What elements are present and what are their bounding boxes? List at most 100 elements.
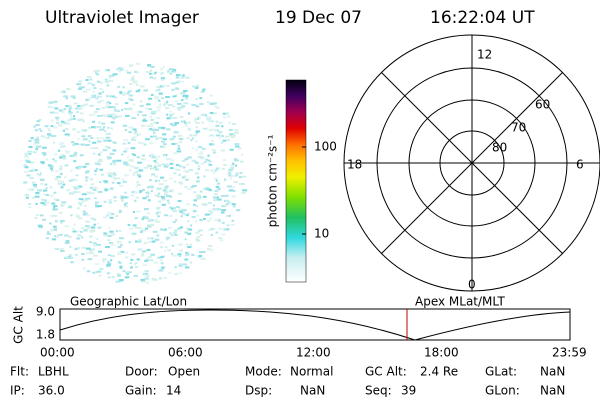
pixel: [64, 164, 69, 167]
pixel: [79, 154, 84, 157]
pixel: [23, 164, 28, 167]
pixel: [29, 169, 34, 172]
pixel: [74, 248, 78, 251]
pixel: [135, 240, 139, 243]
pixel: [122, 180, 127, 183]
pixel: [93, 87, 97, 90]
pixel: [156, 206, 161, 209]
pixel: [102, 149, 108, 152]
pixel: [190, 224, 193, 227]
pixel: [125, 256, 129, 259]
pixel: [94, 173, 97, 176]
pixel: [148, 107, 153, 110]
pixel: [126, 276, 130, 279]
pixel: [85, 228, 89, 231]
pixel: [73, 223, 76, 226]
pixel: [156, 188, 160, 191]
pixel: [54, 229, 57, 232]
pixel: [60, 111, 65, 114]
pixel: [154, 161, 159, 164]
pixel: [94, 189, 97, 192]
pixel: [213, 102, 217, 105]
pixel: [165, 107, 170, 110]
pixel: [59, 233, 63, 236]
pixel: [216, 218, 221, 221]
pixel: [91, 96, 96, 99]
pixel: [138, 111, 143, 114]
pixel: [199, 190, 203, 193]
pixel: [149, 224, 155, 227]
pixel: [77, 165, 82, 168]
pixel: [90, 183, 95, 186]
pixel: [181, 99, 184, 102]
pixel: [160, 72, 163, 75]
pixel: [65, 97, 69, 100]
pixel: [160, 196, 165, 199]
pixel: [141, 154, 146, 157]
pixel: [78, 198, 84, 201]
pixel: [41, 162, 45, 165]
pixel: [177, 253, 182, 256]
pixel: [150, 167, 156, 170]
pixel: [200, 257, 203, 260]
pixel: [165, 95, 170, 98]
timeline-frame: [59, 308, 571, 341]
pixel: [231, 195, 237, 198]
pixel: [117, 245, 122, 248]
pixel: [228, 214, 231, 217]
field-label: Seq:: [365, 384, 392, 398]
pixel: [141, 218, 144, 221]
pixel: [37, 224, 43, 227]
pixel: [131, 191, 136, 194]
pixel: [82, 267, 86, 270]
pixel: [157, 126, 163, 129]
pixel: [228, 189, 234, 192]
pixel: [155, 218, 158, 221]
pixel: [230, 223, 235, 226]
pixel: [78, 143, 83, 146]
pixel: [154, 238, 160, 241]
pixel: [44, 187, 48, 190]
pixel: [32, 151, 38, 154]
field-label: Door:: [125, 365, 158, 379]
pixel: [223, 164, 227, 167]
pixel: [93, 223, 96, 226]
pixel: [142, 114, 147, 117]
pixel: [221, 167, 226, 170]
pixel: [155, 89, 158, 92]
pixel: [163, 102, 168, 105]
pixel: [128, 94, 133, 97]
pixel: [106, 272, 111, 275]
pixel: [184, 238, 187, 241]
pixel: [156, 121, 159, 124]
pixel: [95, 97, 99, 100]
pixel: [130, 266, 133, 269]
pixel: [130, 147, 136, 150]
date: 19 Dec 07: [275, 8, 362, 28]
pixel: [73, 143, 79, 146]
pixel: [78, 167, 81, 170]
pixel: [135, 265, 138, 268]
pixel: [98, 267, 104, 270]
pixel: [153, 261, 159, 264]
pixel: [152, 72, 156, 75]
pixel: [106, 95, 109, 98]
pixel: [169, 122, 174, 125]
pixel: [188, 168, 194, 171]
pixel: [238, 147, 242, 150]
pixel: [167, 157, 172, 160]
pixel: [208, 129, 213, 132]
field-value: LBHL: [38, 365, 69, 379]
pixel: [155, 220, 160, 223]
pixel: [65, 122, 71, 125]
pixel: [72, 128, 76, 131]
field-label: Mode:: [245, 365, 282, 379]
pixel: [188, 228, 193, 231]
pixel: [61, 201, 67, 204]
pixel: [220, 194, 226, 197]
pixel: [194, 172, 199, 175]
pixel: [229, 167, 234, 170]
pixel: [112, 161, 117, 164]
pixel: [212, 196, 218, 199]
pixel: [222, 112, 226, 115]
